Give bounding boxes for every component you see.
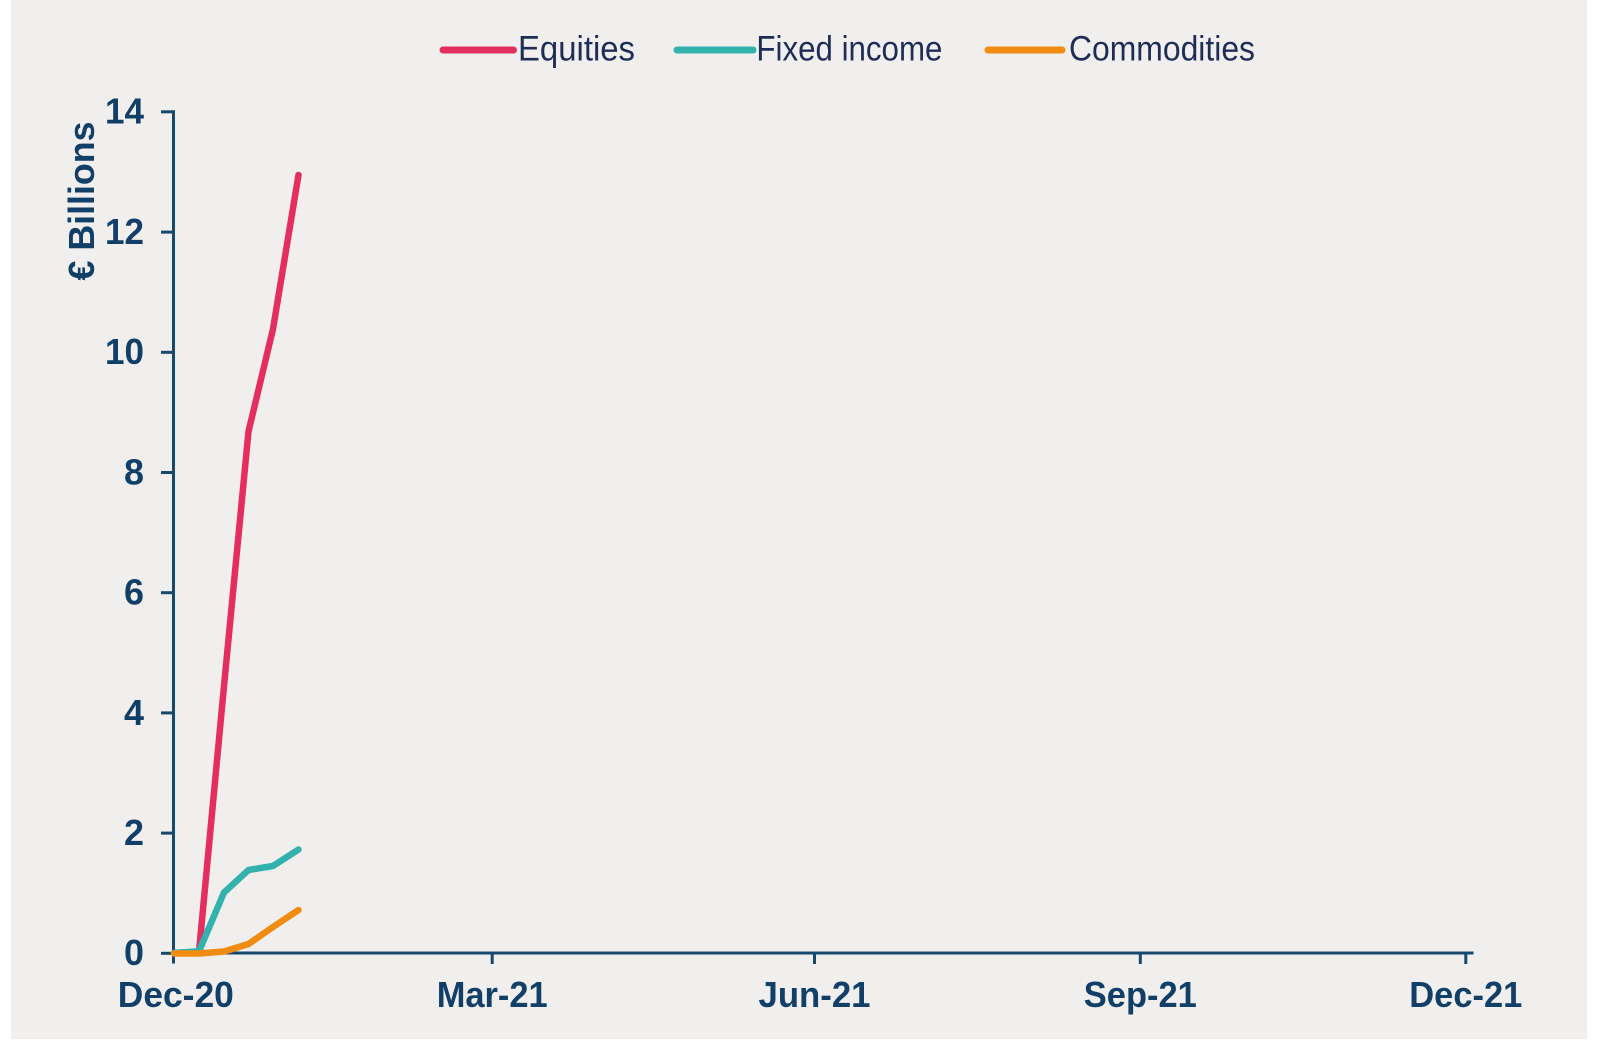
svg-text:Dec-20: Dec-20 [118, 974, 234, 1015]
svg-text:6: 6 [124, 572, 144, 613]
svg-text:€ Billions: € Billions [61, 122, 102, 281]
svg-text:14: 14 [105, 91, 144, 132]
svg-text:4: 4 [124, 692, 144, 733]
svg-text:Sep-21: Sep-21 [1084, 974, 1197, 1015]
svg-text:8: 8 [124, 451, 144, 492]
svg-text:Fixed income: Fixed income [756, 30, 942, 69]
svg-text:0: 0 [124, 932, 144, 973]
svg-text:Commodities: Commodities [1069, 30, 1255, 69]
svg-text:Dec-21: Dec-21 [1409, 974, 1522, 1015]
svg-text:10: 10 [105, 331, 144, 372]
svg-text:Jun-21: Jun-21 [759, 974, 871, 1015]
svg-text:2: 2 [124, 812, 144, 853]
svg-text:Mar-21: Mar-21 [437, 974, 548, 1015]
svg-text:12: 12 [105, 211, 144, 252]
svg-text:Equities: Equities [518, 30, 635, 69]
